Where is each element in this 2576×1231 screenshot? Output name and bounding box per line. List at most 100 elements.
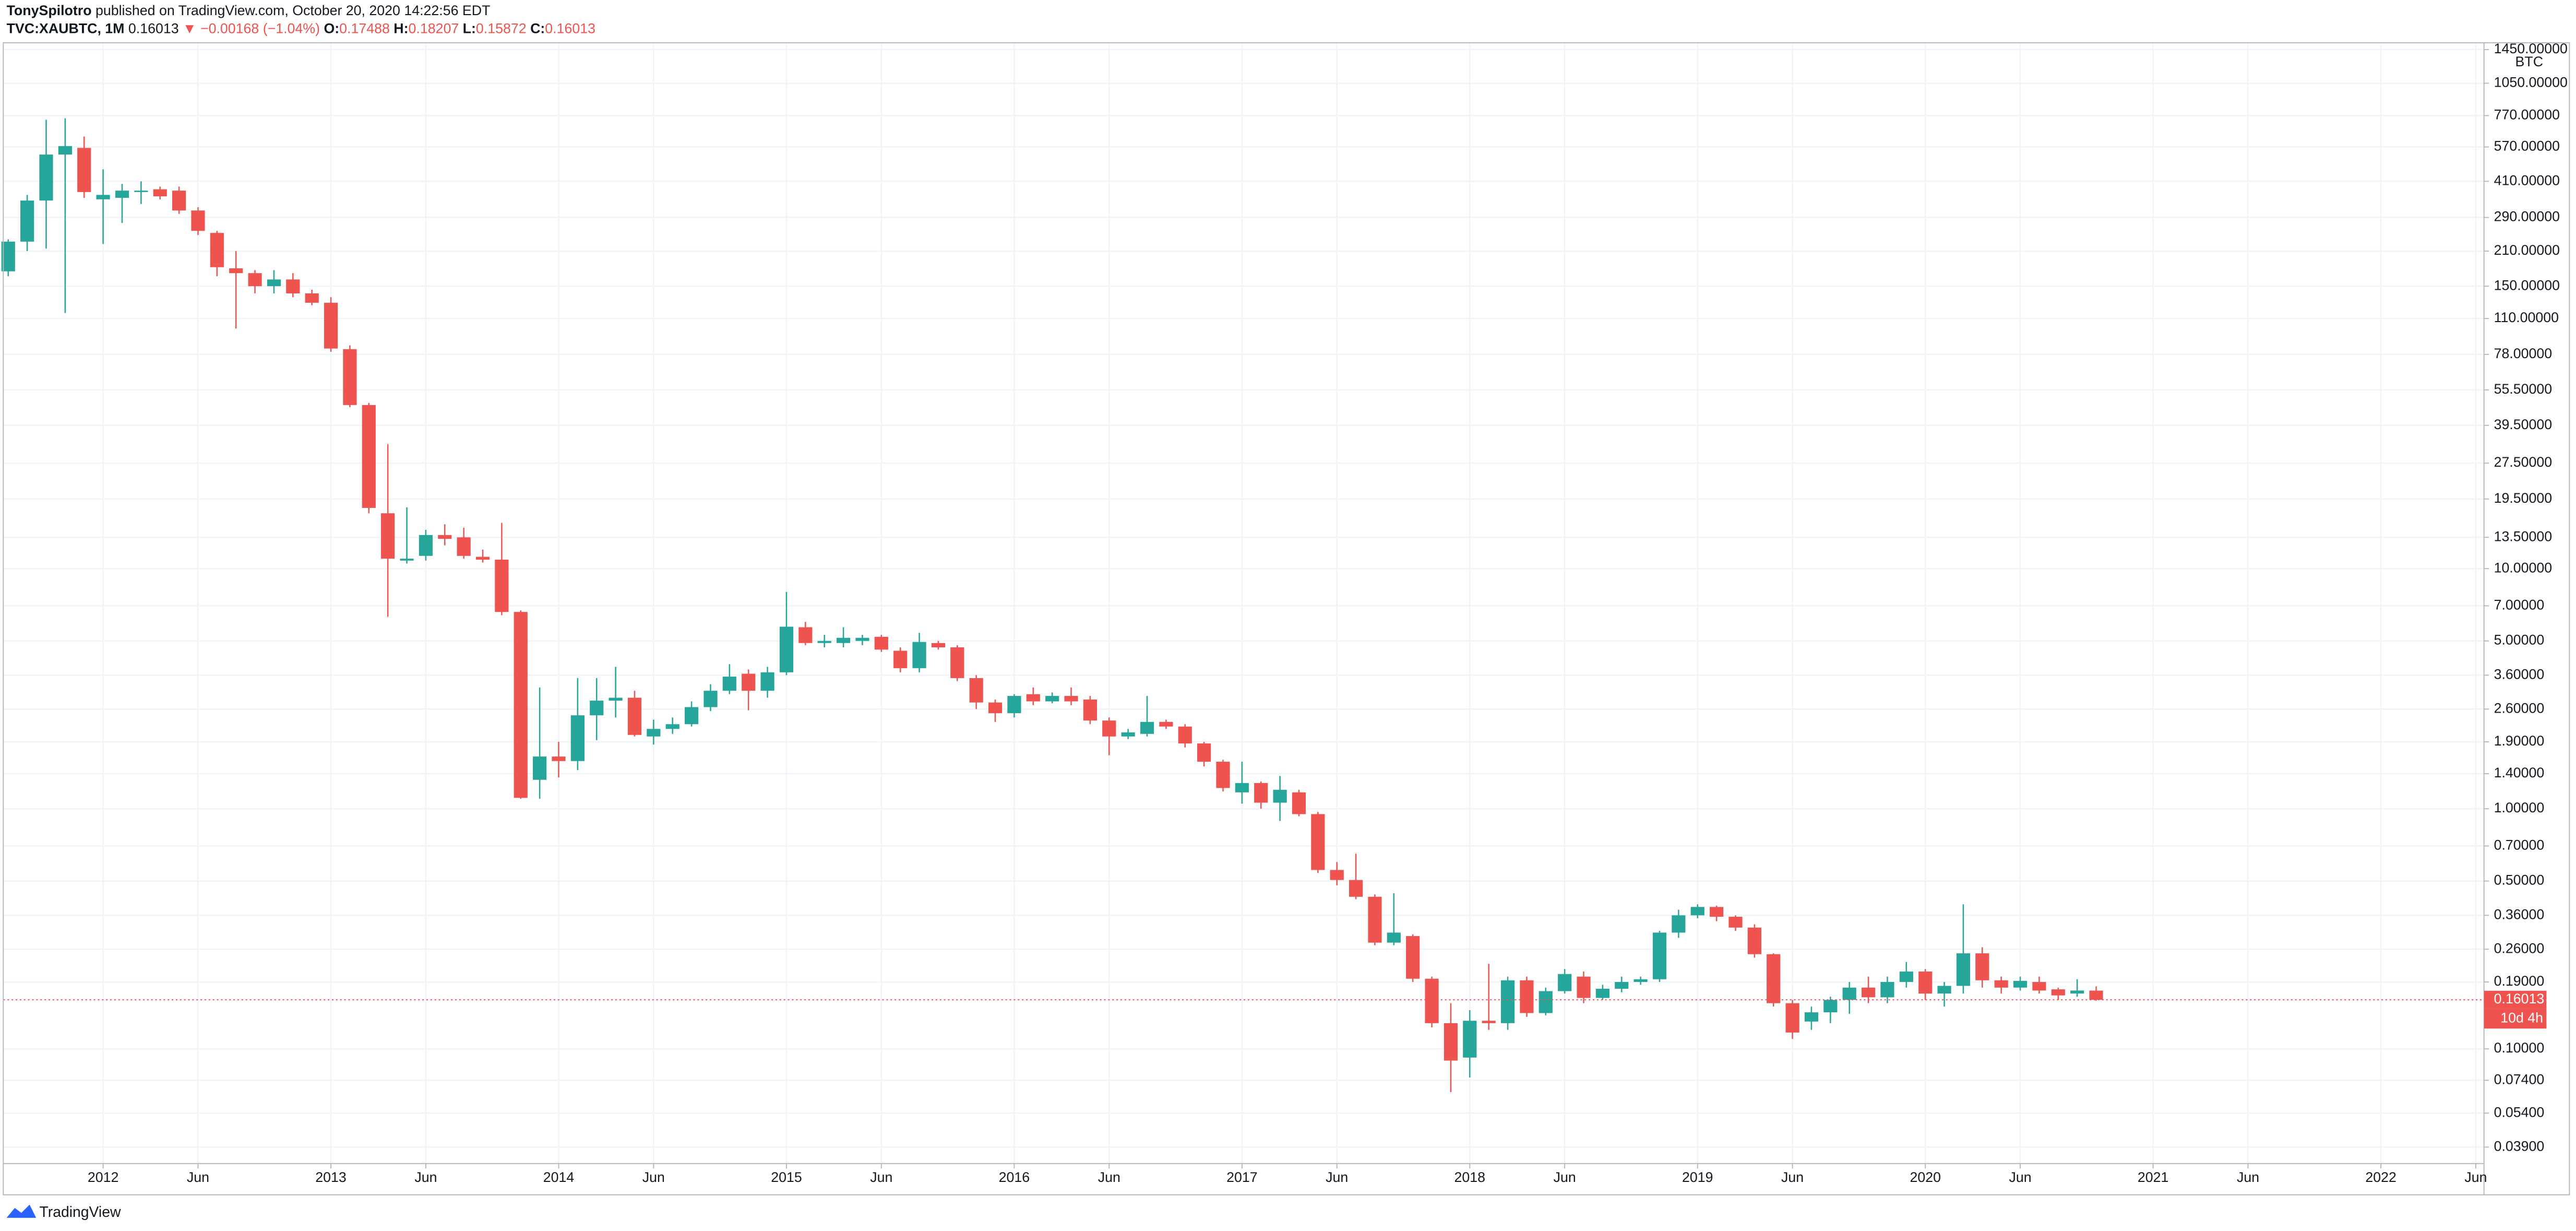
- candle-body: [1710, 907, 1724, 917]
- candle-body: [1767, 954, 1781, 1003]
- x-tick-label: Jun: [870, 1169, 892, 1185]
- candle-body: [647, 729, 661, 737]
- y-tick-label: 1.40000: [2494, 765, 2545, 780]
- x-tick-label: Jun: [187, 1169, 209, 1185]
- candle-body: [817, 641, 831, 643]
- candle-body: [722, 677, 736, 691]
- candle-body: [1899, 971, 1913, 982]
- x-tick-label: 2019: [1682, 1169, 1713, 1185]
- candle-body: [1235, 783, 1249, 792]
- candle-body: [1406, 936, 1420, 979]
- candle-body: [248, 273, 262, 287]
- last-price-label: 0.16013: [2494, 991, 2545, 1007]
- y-tick-label: 5.00000: [2494, 632, 2545, 648]
- h-label: H:: [393, 21, 408, 37]
- logo: TradingView: [6, 1204, 121, 1221]
- candle-body: [324, 302, 338, 349]
- candle-body: [1007, 696, 1021, 714]
- candle-body: [988, 702, 1003, 714]
- y-tick-label: 78.00000: [2494, 346, 2553, 361]
- candle-body: [419, 535, 433, 556]
- candle-body: [77, 148, 91, 192]
- x-tick-label: 2015: [771, 1169, 802, 1185]
- plot: [1, 118, 2484, 1093]
- y-tick-label: 770.00000: [2494, 107, 2560, 123]
- candle-body: [950, 647, 964, 678]
- publish-line: TonySpilotro published on TradingView.co…: [7, 3, 491, 18]
- candle-body: [1652, 932, 1667, 979]
- candle-body: [1330, 870, 1344, 880]
- countdown-label: 10d 4h: [2500, 1010, 2543, 1025]
- last: 0.16013: [128, 21, 179, 37]
- candle-body: [1880, 981, 1894, 998]
- y-tick-label: 0.03900: [2494, 1138, 2545, 1154]
- o-label: O:: [324, 21, 339, 37]
- x-tick-label: Jun: [2237, 1169, 2259, 1185]
- y-tick-label: 39.50000: [2494, 417, 2553, 432]
- x-tick-label: Jun: [2009, 1169, 2031, 1185]
- c-label: C:: [530, 21, 545, 37]
- x-tick-label: 2012: [88, 1169, 119, 1185]
- last-price-box: [2484, 990, 2547, 1009]
- l-value: 0.15872: [476, 21, 527, 37]
- candle-body: [703, 691, 718, 707]
- candle-body: [286, 279, 300, 294]
- y-tick-label: 0.07400: [2494, 1071, 2545, 1087]
- candle-body: [153, 189, 167, 197]
- candle-body: [1500, 980, 1515, 1023]
- candle-body: [400, 559, 414, 561]
- candle-body: [590, 701, 604, 716]
- candle-body: [1482, 1021, 1496, 1023]
- y-tick-label: 1.00000: [2494, 800, 2545, 815]
- x-tick-label: 2014: [543, 1169, 575, 1185]
- x-tick-label: Jun: [2464, 1169, 2487, 1185]
- x-tick-label: Jun: [1781, 1169, 1804, 1185]
- candle-body: [1083, 699, 1097, 721]
- change: ▼ −0.00168 (−1.04%): [183, 21, 320, 37]
- candle-body: [1102, 720, 1116, 737]
- candle-body: [552, 756, 566, 761]
- candle-body: [1937, 986, 1951, 994]
- candle-body: [1918, 971, 1933, 994]
- candle-body: [1178, 726, 1192, 744]
- y-tick-label: 7.00000: [2494, 597, 2545, 613]
- candle-body: [779, 626, 794, 672]
- candle-body: [627, 697, 642, 735]
- y-tick-label: 0.19000: [2494, 973, 2545, 989]
- candle-body: [1672, 915, 1686, 933]
- candle-body: [1728, 917, 1743, 928]
- candle-body: [39, 155, 53, 201]
- candle-body: [912, 642, 926, 668]
- candle-body: [438, 535, 452, 539]
- y-tick-label: 570.00000: [2494, 138, 2560, 154]
- h-value: 0.18207: [409, 21, 459, 37]
- y-tick-label: 19.50000: [2494, 490, 2553, 506]
- candle-body: [305, 293, 319, 303]
- candle-body: [969, 678, 983, 703]
- candle-body: [1368, 896, 1382, 943]
- candle-body: [874, 636, 888, 650]
- candle-body: [931, 643, 946, 648]
- x-tick-label: 2016: [999, 1169, 1030, 1185]
- y-tick-label: 27.50000: [2494, 454, 2553, 470]
- candle-body: [1197, 743, 1211, 762]
- candle-body: [609, 697, 623, 701]
- candle-body: [1311, 814, 1325, 870]
- candle-body: [1273, 789, 1287, 803]
- candle-body: [836, 637, 851, 643]
- candle-body: [514, 612, 528, 798]
- candle-body: [2032, 981, 2046, 991]
- candle-body: [267, 279, 281, 287]
- y-tick-label: 13.50000: [2494, 528, 2553, 544]
- c-value: 0.16013: [545, 21, 595, 37]
- candle-body: [2070, 990, 2084, 994]
- logo-icon: [6, 1204, 37, 1218]
- candle-body: [570, 715, 585, 761]
- candle-body: [798, 627, 813, 643]
- x-tick-label: Jun: [1554, 1169, 1576, 1185]
- y-tick-label: 150.00000: [2494, 277, 2560, 293]
- candle-body: [685, 707, 699, 725]
- author: TonySpilotro: [7, 3, 92, 18]
- axes: 1450.00000 1050.00000 770.00000 570.00000 41…: [88, 41, 2568, 1185]
